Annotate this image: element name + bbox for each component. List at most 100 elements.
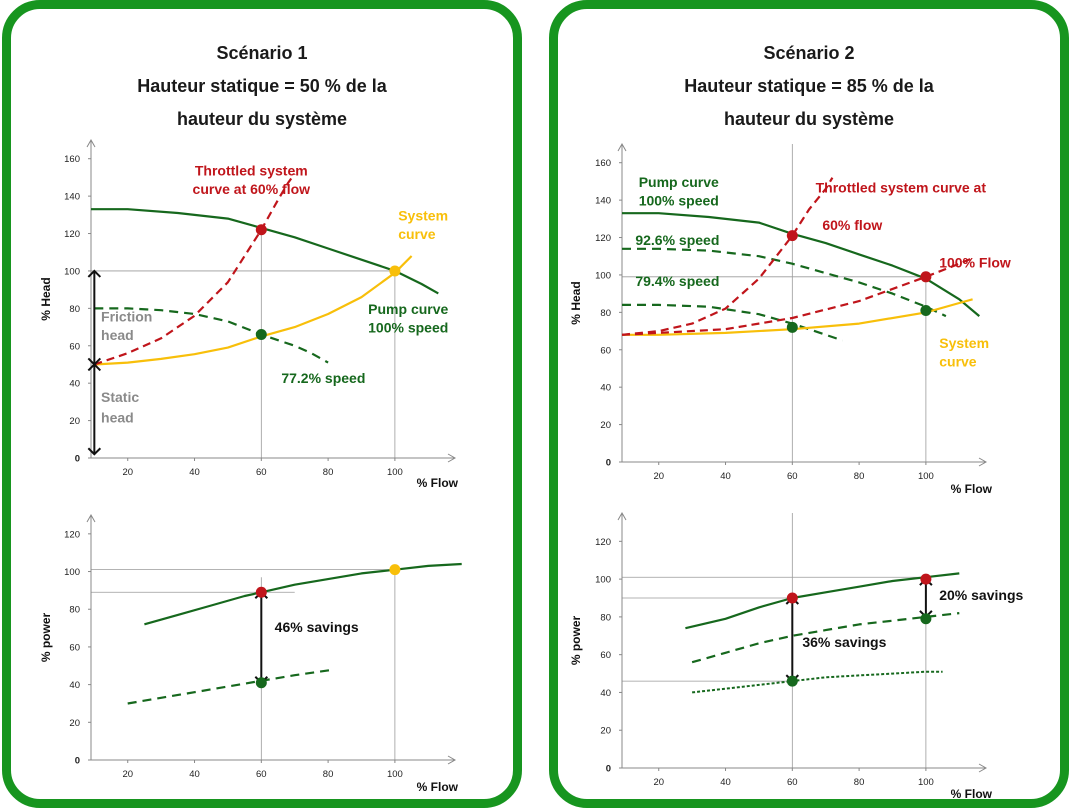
annotation-label: curve at 60% flow	[193, 181, 311, 197]
y-axis-label: % power	[569, 616, 583, 666]
y-tick-label: 0	[606, 764, 611, 775]
y-tick-label: 100	[64, 266, 80, 277]
annotation-label: Static	[101, 389, 139, 405]
data-point-marker	[920, 613, 932, 625]
annotation-label: Throttled system	[195, 163, 308, 179]
x-axis-label: % Flow	[951, 482, 993, 496]
data-point-marker	[920, 304, 932, 316]
y-tick-label: 60	[69, 642, 80, 653]
y-tick-label: 20	[69, 718, 80, 729]
y-tick-label: 0	[75, 756, 80, 767]
y-tick-label: 140	[64, 192, 80, 203]
y-tick-label: 160	[64, 154, 80, 165]
x-tick-label: 100	[387, 769, 403, 780]
x-tick-label: 20	[122, 467, 133, 478]
y-tick-label: 100	[64, 567, 80, 578]
annotation-label: Friction	[101, 308, 152, 324]
scenario-2-title-line-2: Hauteur statique = 85 % de la	[684, 76, 934, 96]
x-axis-label: % Flow	[417, 476, 459, 490]
x-axis-arrow	[978, 457, 988, 467]
y-axis-arrow	[86, 513, 96, 523]
annotation-label: Pump curve	[639, 174, 719, 190]
x-tick-label: 40	[189, 769, 200, 780]
x-tick-label: 20	[653, 471, 664, 482]
y-tick-label: 60	[600, 345, 611, 356]
annotation-label: 36% savings	[802, 634, 886, 650]
annotation-label: 92.6% speed	[635, 232, 719, 248]
data-point-marker	[786, 230, 798, 242]
s2-power-chart: 0 20 40 60 80 100 120 20 40 60 80 100 % Flow % power 3…	[569, 511, 1024, 801]
y-tick-label: 60	[69, 341, 80, 352]
data-point-marker	[255, 224, 267, 236]
y-tick-label: 0	[75, 454, 80, 465]
x-axis-label: % Flow	[417, 780, 459, 794]
series-pump-dash-line	[622, 303, 843, 342]
data-point-marker	[255, 329, 267, 341]
x-tick-label: 20	[653, 777, 664, 788]
annotation-label: 60% flow	[822, 217, 882, 233]
y-tick-label: 40	[69, 379, 80, 390]
annotation-label: curve	[939, 354, 977, 370]
series-pump-solid-line	[685, 572, 960, 630]
y-axis-label: % Head	[569, 281, 583, 324]
scenario-1-title-line-2: Hauteur statique = 50 % de la	[137, 76, 387, 96]
series-pump-dash-line	[127, 668, 335, 705]
y-tick-label: 140	[595, 196, 611, 207]
annotation-label: 100% speed	[639, 193, 719, 209]
data-point-marker	[786, 592, 798, 604]
scenario-2-title-line-3: hauteur du système	[723, 109, 895, 129]
double-arrow	[919, 577, 933, 619]
annotation-label: System	[398, 207, 448, 223]
scenario-2-title: Scénario 2 Hauteur statique = 85 % de la…	[558, 37, 1060, 136]
y-axis-arrow	[86, 138, 96, 148]
series-pump-solid-line	[91, 208, 439, 295]
y-tick-label: 60	[600, 650, 611, 661]
s1-head-chart: 0 20 40 60 80 100 120 140 160 20 40 60 80 100 % Flow % …	[39, 138, 459, 490]
double-arrow	[785, 596, 800, 683]
x-tick-label: 40	[720, 471, 731, 482]
y-tick-label: 160	[595, 158, 611, 169]
annotation-label: 20% savings	[939, 587, 1023, 603]
x-tick-label: 40	[189, 467, 200, 478]
series-pump-dash-line	[691, 612, 960, 664]
series-system-line	[622, 298, 973, 336]
series-pump-dot-line	[691, 670, 943, 694]
data-point-marker	[389, 265, 401, 277]
y-tick-label: 120	[64, 529, 80, 540]
y-tick-label: 40	[600, 688, 611, 699]
y-axis-label: % power	[39, 613, 53, 663]
annotation-label: 100% Flow	[939, 254, 1011, 270]
s1-power-chart: 0 20 40 60 80 100 120 20 40 60 80 100 % Flow % power 4…	[39, 513, 462, 794]
annotation-label: Throttled system curve at	[816, 180, 987, 196]
annotation-label: System	[939, 335, 989, 351]
y-tick-label: 20	[600, 726, 611, 737]
x-tick-label: 60	[256, 769, 267, 780]
y-tick-label: 40	[600, 383, 611, 394]
series-throttle-line	[93, 173, 296, 366]
data-point-marker	[389, 564, 401, 576]
series-pump-solid-line	[144, 562, 462, 626]
scenario-1-title: Scénario 1 Hauteur statique = 50 % de la…	[11, 37, 513, 136]
x-tick-label: 60	[256, 467, 267, 478]
y-tick-label: 100	[595, 575, 611, 586]
double-arrow	[87, 363, 102, 456]
x-axis-arrow	[447, 453, 457, 463]
x-tick-label: 20	[122, 769, 133, 780]
y-tick-label: 120	[595, 233, 611, 244]
y-tick-label: 20	[600, 420, 611, 431]
series-pump-dash-line	[94, 307, 329, 364]
series-throttle-line	[621, 257, 974, 336]
y-tick-label: 0	[606, 458, 611, 469]
data-point-marker	[255, 677, 267, 689]
x-tick-label: 80	[323, 467, 334, 478]
annotation-label: curve	[398, 226, 436, 242]
x-axis-arrow	[978, 763, 988, 773]
y-axis-label: % Head	[39, 277, 53, 320]
y-tick-label: 120	[595, 537, 611, 548]
double-arrow	[87, 269, 102, 366]
x-axis-arrow	[447, 755, 457, 765]
annotation-label: 100% speed	[368, 320, 448, 336]
annotation-label: 46% savings	[275, 619, 359, 635]
